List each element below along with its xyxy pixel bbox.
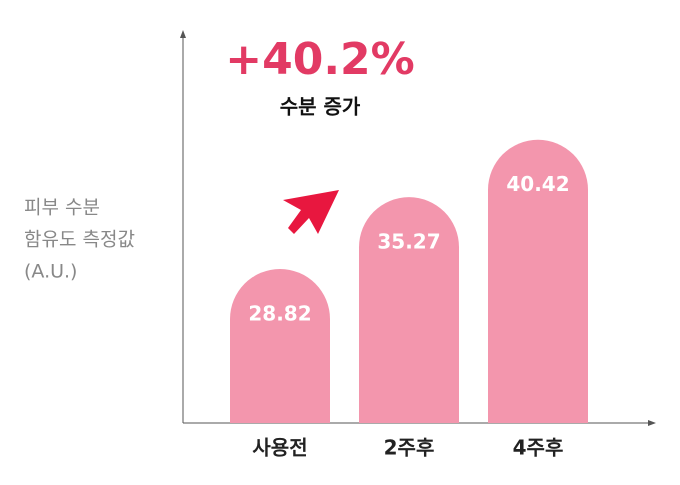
- headline: +40.2%: [225, 34, 415, 85]
- value-label: 35.27: [377, 230, 440, 254]
- bar: [359, 197, 459, 423]
- x-axis-arrow: [648, 420, 656, 426]
- y-label: 피부 수분: [24, 197, 100, 219]
- value-label: 40.42: [506, 172, 569, 196]
- y-axis-arrow: [180, 30, 186, 38]
- bar: [488, 139, 588, 423]
- caption: 수분 증가: [280, 95, 361, 119]
- bar: [230, 269, 330, 423]
- y-label: 함유도 측정값: [24, 229, 135, 251]
- trend-arrow: [283, 190, 339, 234]
- value-label: 28.82: [248, 302, 311, 326]
- x-tick-label: 4주후: [513, 436, 564, 460]
- y-label: (A.U.): [24, 261, 77, 283]
- x-tick-label: 2주후: [384, 436, 435, 460]
- x-tick-label: 사용전: [252, 436, 307, 460]
